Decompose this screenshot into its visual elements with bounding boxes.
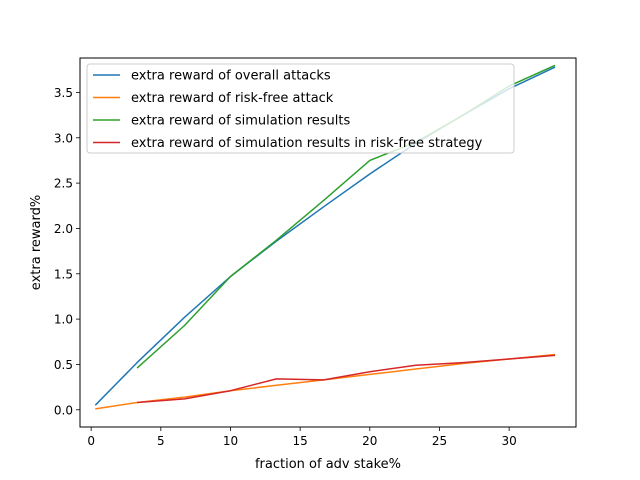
- x-tick-label: 15: [292, 434, 307, 448]
- x-tick-label: 10: [223, 434, 238, 448]
- y-tick-label: 3.0: [54, 131, 73, 145]
- legend-box: [86, 63, 515, 154]
- x-tick-label: 30: [501, 434, 516, 448]
- y-tick-label: 0.0: [54, 403, 73, 417]
- y-axis: 0.0 0.5 1.0 1.5 2.0 2.5 3.0 3.5: [54, 86, 80, 417]
- y-tick-label: 2.0: [54, 222, 73, 236]
- y-tick-label: 1.0: [54, 313, 73, 327]
- y-axis-label: extra reward%: [29, 195, 44, 290]
- y-tick-label: 2.5: [54, 177, 73, 191]
- x-tick-label: 0: [87, 434, 95, 448]
- x-axis: 0 5 10 15 20 25 30: [87, 427, 517, 448]
- y-tick-label: 1.5: [54, 267, 73, 281]
- legend-label-3: extra reward of simulation results: [131, 114, 351, 129]
- legend-label-1: extra reward of overall attacks: [131, 69, 331, 84]
- x-axis-label: fraction of adv stake%: [255, 457, 401, 472]
- legend-label-4: extra reward of simulation results in ri…: [131, 136, 483, 151]
- x-tick-label: 20: [362, 434, 377, 448]
- x-tick-label: 5: [157, 434, 165, 448]
- y-tick-label: 3.5: [54, 86, 73, 100]
- series-line-4: [137, 354, 556, 404]
- y-tick-label: 0.5: [54, 358, 73, 372]
- legend: extra reward of overall attacks extra rew…: [86, 63, 515, 154]
- x-tick-label: 25: [432, 434, 447, 448]
- legend-label-2: extra reward of risk-free attack: [131, 91, 334, 106]
- plot-frame: [79, 57, 577, 428]
